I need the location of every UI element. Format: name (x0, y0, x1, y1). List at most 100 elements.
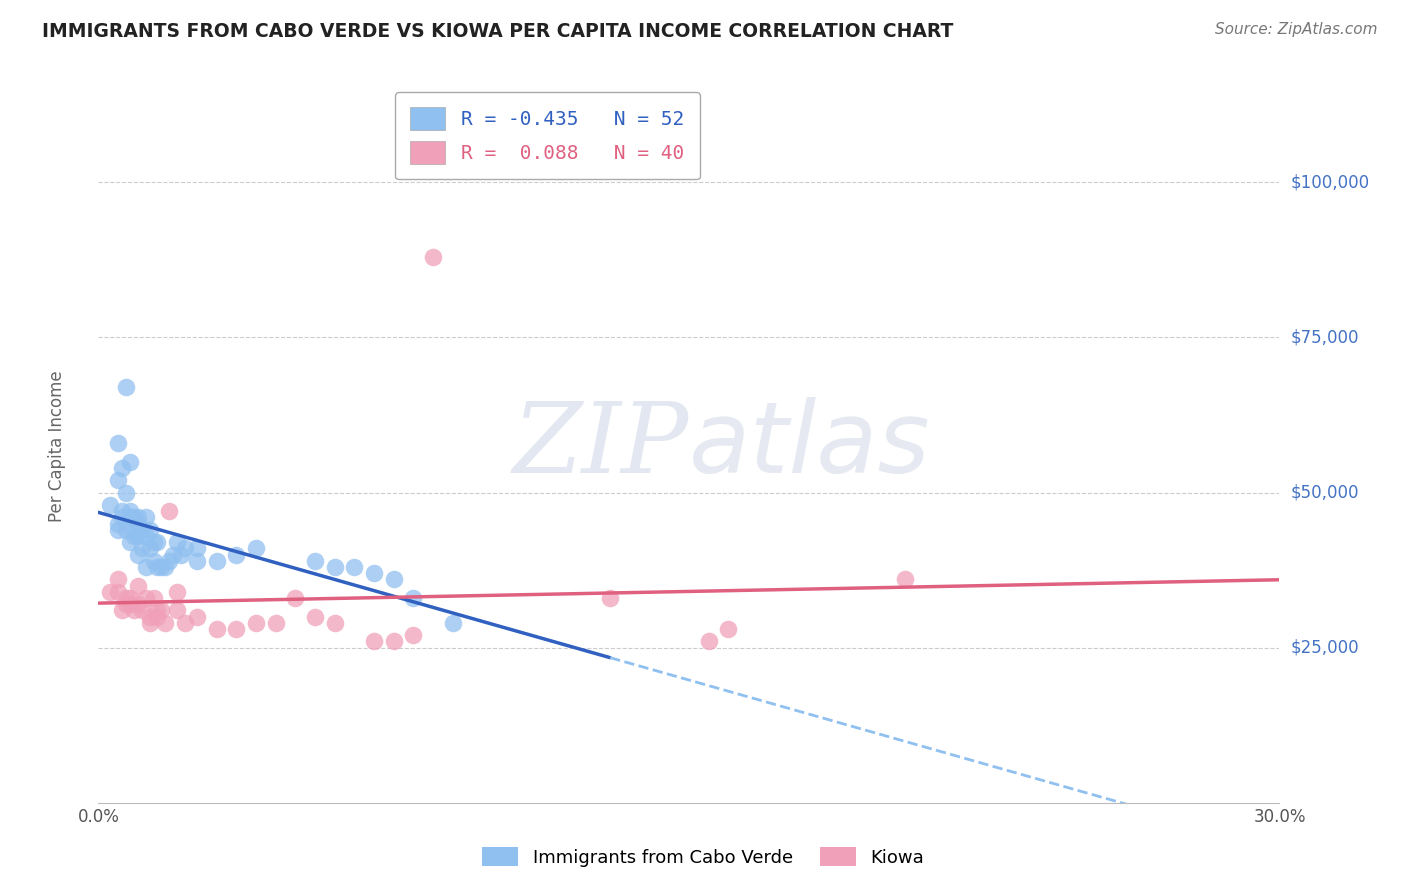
Point (422, 250, 444, 264)
Text: Per Capita Income: Per Capita Income (48, 370, 66, 522)
Point (122, 523, 145, 537)
Text: atlas: atlas (689, 398, 931, 494)
Point (894, 573, 917, 587)
Point (142, 591, 165, 605)
Point (107, 573, 129, 587)
Text: $50,000: $50,000 (1291, 483, 1360, 501)
Text: $100,000: $100,000 (1291, 173, 1369, 191)
Point (118, 454, 141, 468)
Point (146, 609, 169, 624)
Point (441, 615, 464, 630)
Point (127, 529, 149, 543)
Point (122, 603, 145, 617)
Point (174, 541, 197, 556)
Point (284, 591, 307, 605)
Point (122, 510, 145, 524)
Point (225, 548, 247, 562)
Point (166, 584, 188, 599)
Point (166, 603, 188, 617)
Point (402, 591, 425, 605)
Point (138, 615, 160, 630)
Text: $25,000: $25,000 (1291, 639, 1360, 657)
Point (131, 541, 153, 556)
Legend: R = -0.435   N = 52, R =  0.088   N = 40: R = -0.435 N = 52, R = 0.088 N = 40 (395, 92, 700, 179)
Point (118, 504, 141, 518)
Text: Source: ZipAtlas.com: Source: ZipAtlas.com (1215, 22, 1378, 37)
Point (186, 541, 208, 556)
Point (157, 504, 180, 518)
Point (135, 529, 157, 543)
Point (98, 584, 121, 599)
Point (138, 541, 160, 556)
Point (115, 591, 138, 605)
Point (107, 436, 129, 450)
Point (118, 510, 141, 524)
Point (150, 560, 173, 574)
Point (382, 573, 405, 587)
Point (150, 603, 173, 617)
Point (205, 622, 228, 636)
Point (127, 516, 149, 531)
Point (323, 615, 346, 630)
Point (127, 597, 149, 611)
Point (115, 485, 138, 500)
Point (363, 634, 385, 648)
Point (363, 566, 385, 581)
Point (127, 579, 149, 593)
Point (131, 603, 153, 617)
Point (118, 591, 141, 605)
Point (245, 615, 267, 630)
Point (107, 523, 129, 537)
Point (304, 554, 326, 568)
Point (146, 603, 169, 617)
Point (135, 510, 157, 524)
Point (111, 510, 134, 524)
Point (131, 523, 153, 537)
Point (127, 548, 149, 562)
Point (115, 597, 138, 611)
Point (115, 380, 138, 394)
Point (323, 560, 346, 574)
Point (264, 615, 287, 630)
Point (111, 603, 134, 617)
Point (245, 541, 267, 556)
Point (157, 554, 180, 568)
Point (170, 548, 193, 562)
Point (162, 548, 184, 562)
Point (138, 523, 160, 537)
Point (155, 560, 177, 574)
Point (382, 634, 405, 648)
Point (304, 609, 326, 624)
Point (107, 473, 129, 487)
Point (174, 615, 197, 630)
Point (186, 554, 208, 568)
Point (135, 560, 157, 574)
Point (127, 510, 149, 524)
Point (115, 523, 138, 537)
Text: ZIP: ZIP (513, 399, 689, 493)
Point (98, 498, 121, 512)
Point (155, 615, 177, 630)
Point (122, 529, 145, 543)
Point (146, 535, 169, 549)
Point (107, 516, 129, 531)
Point (135, 591, 157, 605)
Point (599, 591, 621, 605)
Legend: Immigrants from Cabo Verde, Kiowa: Immigrants from Cabo Verde, Kiowa (475, 840, 931, 874)
Point (138, 609, 160, 624)
Point (343, 560, 366, 574)
Point (205, 554, 228, 568)
Point (107, 584, 129, 599)
Point (142, 535, 165, 549)
Point (225, 622, 247, 636)
Point (118, 597, 141, 611)
Text: $75,000: $75,000 (1291, 328, 1360, 346)
Text: IMMIGRANTS FROM CABO VERDE VS KIOWA PER CAPITA INCOME CORRELATION CHART: IMMIGRANTS FROM CABO VERDE VS KIOWA PER … (42, 22, 953, 41)
Point (402, 628, 425, 642)
Point (111, 460, 134, 475)
Point (142, 554, 165, 568)
Point (697, 634, 720, 648)
Point (118, 535, 141, 549)
Point (111, 504, 134, 518)
Point (146, 560, 169, 574)
